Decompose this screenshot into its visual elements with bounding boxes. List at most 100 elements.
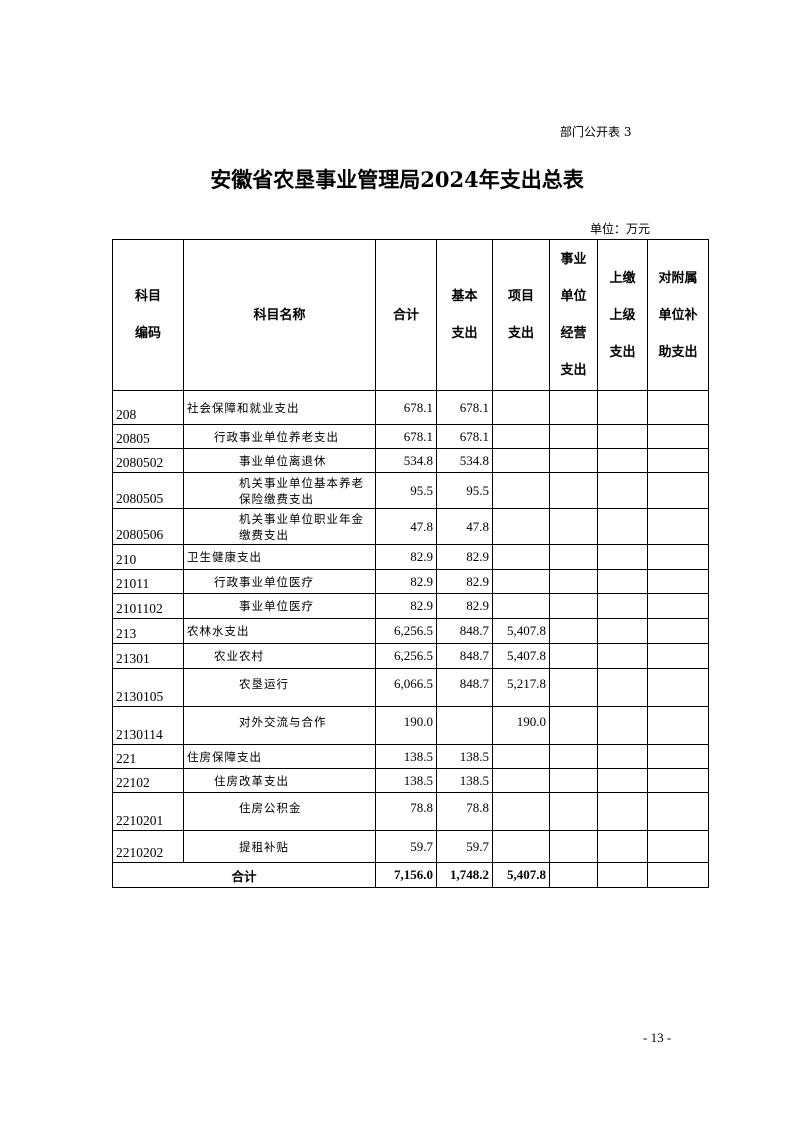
cell-code: 20805 <box>112 424 184 449</box>
column-header: 对附属 单位补 助支出 <box>647 239 709 391</box>
cell-project <box>492 472 550 509</box>
cell-name: 农垦运行 <box>183 668 376 707</box>
column-header: 基本 支出 <box>436 239 493 391</box>
cell-name: 住房改革支出 <box>183 768 376 793</box>
cell-project: 5,407.8 <box>492 643 550 669</box>
cell-code: 221 <box>112 744 184 769</box>
cell-empty <box>597 768 648 793</box>
table-row: 22102 住房改革支出 138.5 138.5 <box>112 768 709 793</box>
cell-empty <box>597 508 648 545</box>
table-row: 208 社会保障和就业支出 678.1 678.1 <box>112 390 709 425</box>
cell-basic: 82.9 <box>436 544 493 570</box>
cell-total: 6,256.5 <box>375 643 437 669</box>
table-row: 2130114 对外交流与合作 190.0 190.0 <box>112 706 709 745</box>
cell-project <box>492 390 550 425</box>
table-row: 213 农林水支出 6,256.5 848.7 5,407.8 <box>112 618 709 644</box>
cell-empty <box>597 618 648 644</box>
cell-project: 5,217.8 <box>492 668 550 707</box>
cell-empty <box>597 862 648 888</box>
cell-total: 6,256.5 <box>375 618 437 644</box>
cell-basic: 82.9 <box>436 569 493 594</box>
cell-empty <box>647 569 709 594</box>
table-row: 2210201 住房公积金 78.8 78.8 <box>112 792 709 831</box>
column-header: 上缴 上级 支出 <box>597 239 648 391</box>
cell-basic: 848.7 <box>436 618 493 644</box>
cell-name: 事业单位医疗 <box>183 593 376 619</box>
cell-empty <box>647 508 709 545</box>
cell-empty <box>549 744 598 769</box>
cell-basic: 678.1 <box>436 424 493 449</box>
cell-empty <box>597 668 648 707</box>
cell-empty <box>549 472 598 509</box>
document-tag: 部门公开表 3 <box>560 125 632 139</box>
total-basic: 1,748.2 <box>436 862 493 888</box>
cell-project <box>492 448 550 473</box>
cell-name: 行政事业单位养老支出 <box>183 424 376 449</box>
cell-empty <box>549 668 598 707</box>
cell-empty <box>647 472 709 509</box>
cell-project <box>492 792 550 831</box>
cell-basic: 47.8 <box>436 508 493 545</box>
cell-code: 213 <box>112 618 184 644</box>
cell-basic: 95.5 <box>436 472 493 509</box>
cell-empty <box>549 593 598 619</box>
column-header: 合计 <box>375 239 437 391</box>
cell-code: 22102 <box>112 768 184 793</box>
cell-code: 2080505 <box>112 472 184 509</box>
cell-empty <box>549 544 598 570</box>
cell-basic: 534.8 <box>436 448 493 473</box>
cell-code: 21011 <box>112 569 184 594</box>
cell-name: 住房保障支出 <box>183 744 376 769</box>
cell-basic: 138.5 <box>436 744 493 769</box>
column-header: 科目 编码 <box>112 239 184 391</box>
cell-empty <box>647 862 709 888</box>
cell-empty <box>549 390 598 425</box>
cell-empty <box>597 448 648 473</box>
cell-basic: 138.5 <box>436 768 493 793</box>
cell-name: 对外交流与合作 <box>183 706 376 745</box>
cell-basic: 78.8 <box>436 792 493 831</box>
cell-total: 95.5 <box>375 472 437 509</box>
cell-empty <box>597 569 648 594</box>
cell-project <box>492 768 550 793</box>
cell-name: 机关事业单位基本养老保险缴费支出 <box>183 472 376 509</box>
table-row: 2080505 机关事业单位基本养老保险缴费支出 95.5 95.5 <box>112 472 709 509</box>
cell-empty <box>549 768 598 793</box>
cell-name: 机关事业单位职业年金缴费支出 <box>183 508 376 545</box>
cell-empty <box>597 744 648 769</box>
cell-empty <box>647 792 709 831</box>
cell-basic: 678.1 <box>436 390 493 425</box>
cell-total: 82.9 <box>375 593 437 619</box>
column-header: 科目名称 <box>183 239 376 391</box>
cell-total: 138.5 <box>375 768 437 793</box>
cell-total: 82.9 <box>375 569 437 594</box>
cell-empty <box>597 792 648 831</box>
cell-name: 卫生健康支出 <box>183 544 376 570</box>
cell-project <box>492 830 550 863</box>
total-label: 合计 <box>112 862 376 888</box>
cell-empty <box>647 668 709 707</box>
cell-empty <box>597 706 648 745</box>
cell-name: 农业农村 <box>183 643 376 669</box>
cell-code: 21301 <box>112 643 184 669</box>
cell-empty <box>597 830 648 863</box>
table-row: 21011 行政事业单位医疗 82.9 82.9 <box>112 569 709 594</box>
cell-empty <box>597 424 648 449</box>
cell-code: 208 <box>112 390 184 425</box>
table-row: 20805 行政事业单位养老支出 678.1 678.1 <box>112 424 709 449</box>
cell-empty <box>549 448 598 473</box>
cell-empty <box>549 643 598 669</box>
cell-total: 82.9 <box>375 544 437 570</box>
unit-label: 单位：万元 <box>590 222 651 236</box>
cell-total: 138.5 <box>375 744 437 769</box>
total-project: 5,407.8 <box>492 862 550 888</box>
cell-name: 事业单位离退休 <box>183 448 376 473</box>
cell-name: 行政事业单位医疗 <box>183 569 376 594</box>
column-header: 事业 单位 经营 支出 <box>549 239 598 391</box>
cell-empty <box>647 424 709 449</box>
cell-empty <box>647 744 709 769</box>
cell-empty <box>647 390 709 425</box>
cell-empty <box>549 830 598 863</box>
cell-name: 社会保障和就业支出 <box>183 390 376 425</box>
table-row: 2130105 农垦运行 6,066.5 848.7 5,217.8 <box>112 668 709 707</box>
